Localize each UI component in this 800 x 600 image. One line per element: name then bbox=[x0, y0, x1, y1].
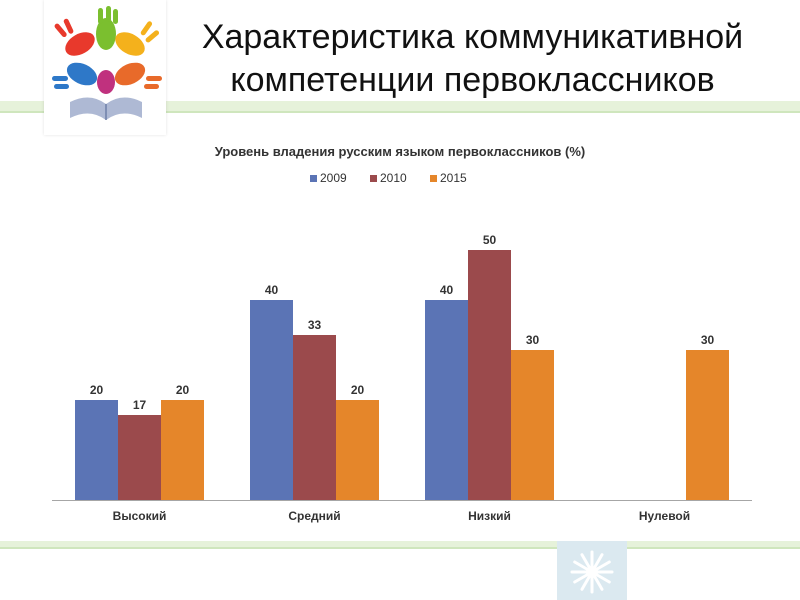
snowflake-emblem-icon bbox=[570, 550, 614, 594]
bar-Низкий-2009 bbox=[425, 300, 468, 500]
top-band bbox=[0, 101, 800, 111]
bar-Высокий-2015 bbox=[161, 400, 204, 500]
chart-title: Уровень владения русским языком первокла… bbox=[215, 144, 586, 159]
category-label-Средний: Средний bbox=[288, 509, 340, 523]
chart-legend: 2009 2010 2015 bbox=[310, 171, 467, 185]
snowflake-ray bbox=[573, 570, 594, 584]
chart-data-labels: 20 17 20 40 33 20 40 50 30 30 bbox=[90, 233, 715, 412]
data-label-Высокий-2015: 20 bbox=[176, 383, 190, 397]
data-label-Средний-2009: 40 bbox=[265, 283, 279, 297]
top-band-line bbox=[0, 111, 800, 113]
bar-Низкий-2015 bbox=[511, 350, 554, 500]
data-label-Низкий-2015: 30 bbox=[526, 333, 540, 347]
bar-Высокий-2010 bbox=[118, 415, 161, 500]
data-label-Средний-2010: 33 bbox=[308, 318, 322, 332]
snowflake-ray bbox=[590, 553, 604, 574]
bar-Высокий-2009 bbox=[75, 400, 118, 500]
data-label-Нулевой-2015: 30 bbox=[701, 333, 715, 347]
legend-swatch-2015 bbox=[430, 175, 437, 182]
bar-Средний-2009 bbox=[250, 300, 293, 500]
snowflake-ray bbox=[573, 560, 594, 574]
data-label-Средний-2015: 20 bbox=[351, 383, 365, 397]
legend-swatch-2009 bbox=[310, 175, 317, 182]
legend-label-2010: 2010 bbox=[380, 171, 407, 185]
bar-Нулевой-2015 bbox=[686, 350, 729, 500]
chart-bars bbox=[75, 250, 729, 500]
slide-title-line-1: Характеристика коммуникативной bbox=[201, 18, 744, 56]
chart-category-labels: Высокий Средний Низкий Нулевой bbox=[113, 509, 690, 523]
snowflake-ray bbox=[580, 570, 594, 591]
category-label-Нулевой: Нулевой bbox=[639, 509, 690, 523]
snowflake-ray bbox=[590, 560, 611, 574]
data-label-Низкий-2010: 50 bbox=[483, 233, 497, 247]
bar-Средний-2015 bbox=[336, 400, 379, 500]
hands-book-icon bbox=[52, 6, 162, 120]
data-label-Низкий-2009: 40 bbox=[440, 283, 454, 297]
category-label-Низкий: Низкий bbox=[468, 509, 511, 523]
snowflake-ray bbox=[590, 570, 611, 584]
data-label-Высокий-2010: 17 bbox=[133, 398, 147, 412]
slide-title-line-2: компетенции первоклассников bbox=[230, 61, 715, 99]
data-label-Высокий-2009: 20 bbox=[90, 383, 104, 397]
bar-Средний-2010 bbox=[293, 335, 336, 500]
slide-title: Характеристика коммуникативной компетенц… bbox=[165, 16, 780, 102]
legend-swatch-2010 bbox=[370, 175, 377, 182]
snowflake-ray bbox=[590, 570, 604, 591]
legend-label-2009: 2009 bbox=[320, 171, 347, 185]
snowflake-ray bbox=[580, 553, 594, 574]
category-label-Высокий: Высокий bbox=[113, 509, 167, 523]
legend-label-2015: 2015 bbox=[440, 171, 467, 185]
bottom-band bbox=[0, 541, 800, 547]
bottom-band-line bbox=[0, 547, 800, 549]
bar-Низкий-2010 bbox=[468, 250, 511, 500]
bar-chart: Уровень владения русским языком первокла… bbox=[52, 144, 752, 523]
